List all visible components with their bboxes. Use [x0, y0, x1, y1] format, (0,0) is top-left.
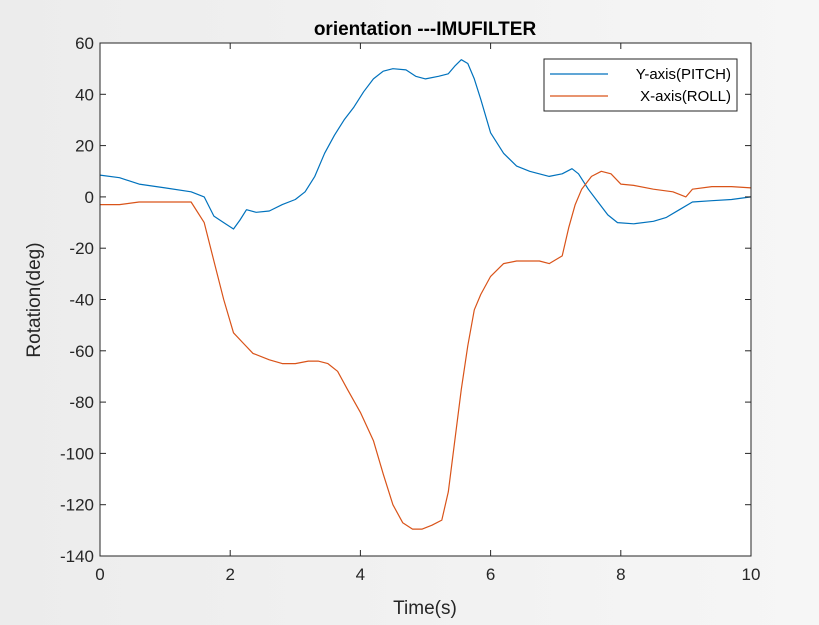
x-tick-label: 6 — [486, 565, 495, 584]
x-tick-label: 8 — [616, 565, 625, 584]
y-tick-label: -60 — [69, 342, 94, 361]
y-tick-label: -100 — [60, 444, 94, 463]
x-tick-label: 10 — [742, 565, 761, 584]
x-tick-label: 2 — [225, 565, 234, 584]
legend-box — [543, 58, 738, 112]
y-tick-label: 60 — [75, 34, 94, 53]
series-line-0 — [99, 59, 752, 230]
x-tick-label: 0 — [95, 565, 104, 584]
y-tick-label: -80 — [69, 393, 94, 412]
legend: Y-axis(PITCH) X-axis(ROLL) — [543, 58, 738, 112]
series-line-1 — [100, 170, 752, 530]
x-axis-label: Time(s) — [393, 598, 457, 619]
y-axis-label: Rotation(deg) — [24, 242, 45, 357]
y-axis-ticks: -140 -120 -100 -80 -60 -40 -20 0 20 40 60 — [60, 34, 751, 566]
plot-area — [100, 43, 751, 556]
y-tick-label: 20 — [75, 137, 94, 156]
x-tick-label: 4 — [356, 565, 365, 584]
y-tick-label: -20 — [69, 239, 94, 258]
x-axis-ticks: 0 2 4 6 8 10 — [95, 43, 760, 584]
y-tick-label: -40 — [69, 291, 94, 310]
y-tick-label: -140 — [60, 547, 94, 566]
legend-label-0: Y-axis(PITCH) — [636, 66, 731, 83]
y-tick-label: 40 — [75, 85, 94, 104]
series-layer — [99, 59, 752, 530]
chart-title: orientation ---IMUFILTER — [314, 19, 537, 40]
y-tick-label: 0 — [85, 188, 94, 207]
y-tick-label: -120 — [60, 496, 94, 515]
legend-label-1: X-axis(ROLL) — [640, 88, 731, 105]
